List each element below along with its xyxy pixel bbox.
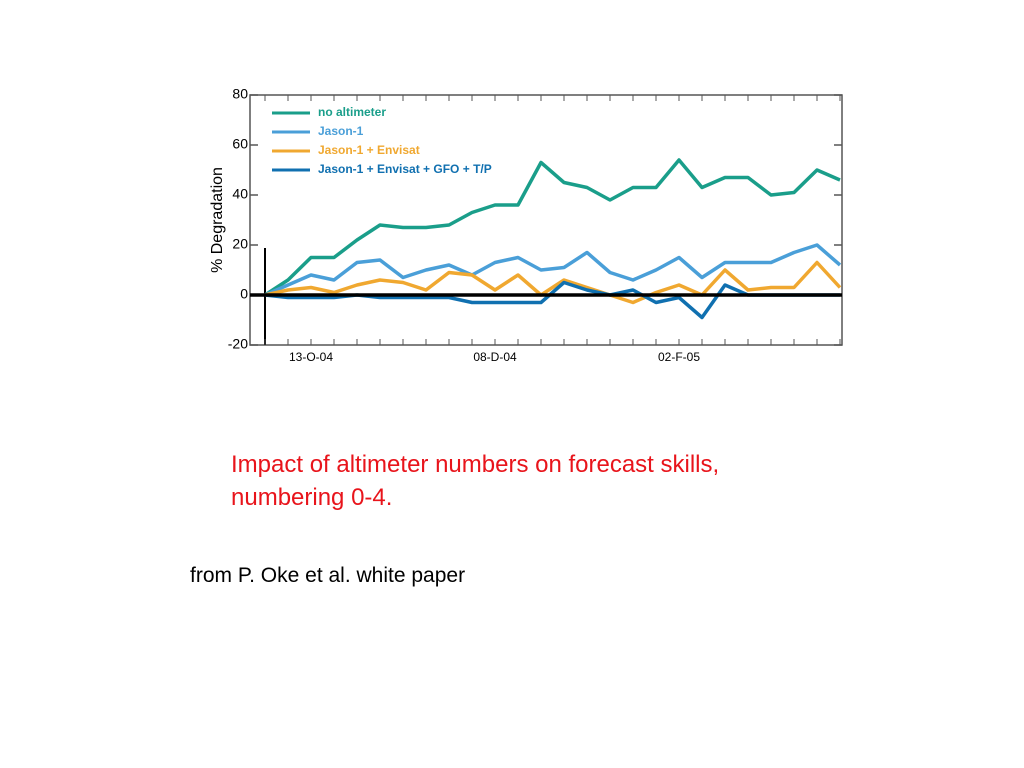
series-line xyxy=(264,158,841,297)
legend-label: Jason-1 + Envisat + GFO + T/P xyxy=(318,162,492,176)
x-tick-label: 02-F-05 xyxy=(658,350,700,364)
caption: Impact of altimeter numbers on forecast … xyxy=(231,448,719,514)
x-tick-label: 13-O-04 xyxy=(289,350,333,364)
series-line xyxy=(264,243,842,297)
caption-line: numbering 0-4. xyxy=(231,484,393,511)
y-tick-label: -20 xyxy=(228,336,248,352)
x-tick-label: 08-D-04 xyxy=(473,350,517,364)
y-tick-label: 40 xyxy=(232,186,248,202)
y-axis-label: % Degradation xyxy=(209,167,226,273)
caption-line: Impact of altimeter numbers on forecast … xyxy=(231,451,720,478)
series-line xyxy=(264,260,842,305)
y-tick-label: 0 xyxy=(240,286,248,302)
y-tick-label: 60 xyxy=(232,136,248,152)
chart: % Degradation -20 0 20 40 60 80 13-O-04 08-D-04… xyxy=(209,86,843,364)
legend-label: no altimeter xyxy=(318,105,386,119)
source-note: from P. Oke et al. white paper xyxy=(190,564,466,587)
y-tick-label: 80 xyxy=(232,86,248,102)
legend-label: Jason-1 xyxy=(318,124,364,138)
legend-label: Jason-1 + Envisat xyxy=(318,143,420,157)
y-tick-label: 20 xyxy=(232,236,248,252)
plot-frame xyxy=(249,94,843,346)
